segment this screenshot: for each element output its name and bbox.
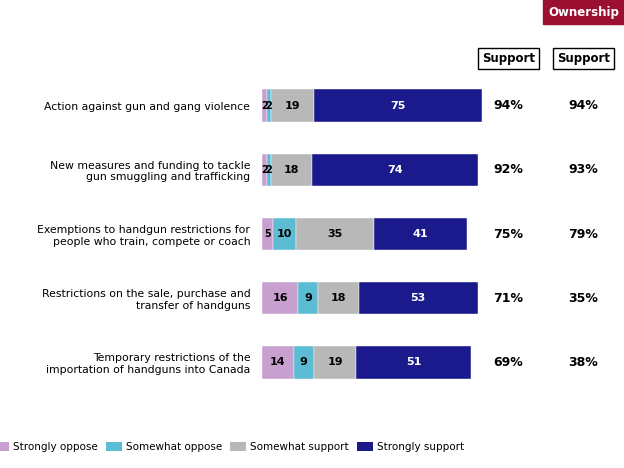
Text: Support: Support xyxy=(557,52,610,65)
Text: 38%: 38% xyxy=(568,356,598,369)
Text: 75: 75 xyxy=(390,101,406,110)
Text: 35%: 35% xyxy=(568,292,598,305)
Bar xyxy=(374,218,467,250)
Text: 16: 16 xyxy=(272,293,288,303)
Bar xyxy=(262,154,266,186)
Text: 19: 19 xyxy=(327,358,343,367)
Text: 94%: 94% xyxy=(568,99,598,112)
Text: 79%: 79% xyxy=(568,227,598,241)
Bar xyxy=(298,282,318,314)
Text: Gun
Ownership: Gun Ownership xyxy=(548,0,619,19)
Bar xyxy=(359,282,478,314)
Bar xyxy=(318,282,359,314)
Legend: Strongly oppose, Somewhat oppose, Somewhat support, Strongly support: Strongly oppose, Somewhat oppose, Somewh… xyxy=(0,442,464,452)
Text: 92%: 92% xyxy=(494,163,524,176)
Text: 18: 18 xyxy=(283,165,299,175)
Text: 10: 10 xyxy=(277,229,292,239)
Bar xyxy=(273,218,296,250)
Text: 69%: 69% xyxy=(494,356,524,369)
Bar xyxy=(271,89,314,122)
Text: Support: Support xyxy=(482,52,535,65)
Text: 71%: 71% xyxy=(494,292,524,305)
Text: 18: 18 xyxy=(331,293,346,303)
Bar xyxy=(262,282,298,314)
Text: 2: 2 xyxy=(265,101,272,110)
Bar xyxy=(262,89,266,122)
Text: 51: 51 xyxy=(406,358,421,367)
Bar xyxy=(314,346,356,379)
Text: 41: 41 xyxy=(412,229,428,239)
Bar xyxy=(314,89,482,122)
Text: 19: 19 xyxy=(285,101,300,110)
Bar xyxy=(356,346,471,379)
Bar xyxy=(311,154,478,186)
Text: 14: 14 xyxy=(270,358,286,367)
Text: 74: 74 xyxy=(387,165,402,175)
Bar xyxy=(271,154,311,186)
Text: 2: 2 xyxy=(261,101,268,110)
Text: 93%: 93% xyxy=(568,163,598,176)
Text: 2: 2 xyxy=(265,165,272,175)
Bar xyxy=(296,218,374,250)
Text: 35: 35 xyxy=(328,229,343,239)
Text: 94%: 94% xyxy=(494,99,524,112)
Text: 9: 9 xyxy=(304,293,312,303)
Text: 9: 9 xyxy=(300,358,308,367)
Text: 5: 5 xyxy=(265,229,271,239)
Bar xyxy=(266,89,271,122)
Bar xyxy=(262,218,273,250)
Text: 75%: 75% xyxy=(494,227,524,241)
Text: 2: 2 xyxy=(261,165,268,175)
Text: 53: 53 xyxy=(411,293,426,303)
Bar xyxy=(266,154,271,186)
Bar xyxy=(262,346,293,379)
Bar xyxy=(293,346,314,379)
